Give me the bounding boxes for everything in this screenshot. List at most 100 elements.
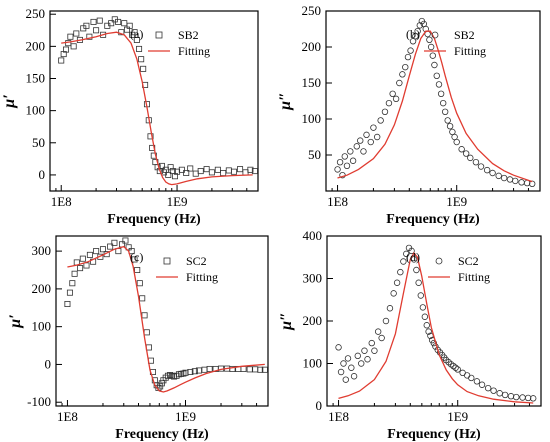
data-point [115, 248, 122, 255]
data-point [197, 168, 204, 175]
legend: SC2 Fitting [428, 254, 490, 284]
data-point [483, 166, 491, 174]
plot-area [64, 237, 268, 393]
data-point [343, 162, 351, 169]
data-point [140, 65, 147, 72]
data-point [111, 239, 118, 246]
data-point [83, 262, 90, 269]
data-point [108, 20, 115, 27]
data-point [489, 169, 496, 177]
x-axis-label: Frequency (Hz) [115, 427, 209, 442]
y-axis-label: μ′ [7, 314, 24, 328]
x-tick-label: 1E8 [328, 409, 349, 424]
data-point [519, 394, 526, 401]
data-point [382, 317, 390, 325]
data-point [125, 244, 132, 251]
legend: SC2 Fitting [156, 254, 218, 284]
data-point [126, 22, 133, 29]
data-point [397, 268, 404, 276]
data-point [336, 158, 344, 166]
y-tick-label: 150 [26, 71, 46, 86]
x-tick-label: 1E8 [51, 194, 72, 209]
data-point [178, 166, 185, 173]
y-tick-label: 100 [302, 111, 322, 126]
data-point [257, 366, 264, 373]
data-point [378, 334, 385, 342]
data-point [423, 322, 430, 329]
data-point [192, 170, 199, 177]
legend: SB2 Fitting [148, 28, 210, 58]
legend-circle-marker [435, 257, 443, 265]
data-point [183, 169, 190, 176]
y-tick-label: 0 [316, 398, 323, 413]
data-point [174, 168, 181, 175]
data-point [403, 250, 410, 258]
y-tick-label: 100 [32, 319, 52, 334]
data-point [529, 395, 537, 402]
panel-b: 1E8 1E9 50 100 150 200 250 Frequency (Hz) μ″ (b) S… [277, 3, 541, 227]
data-point [237, 166, 244, 173]
data-point [450, 362, 457, 370]
y-tick-label: 200 [32, 281, 52, 296]
y-tick-label: 200 [302, 39, 322, 54]
x-tick-label: 1E9 [175, 409, 196, 424]
data-point [370, 124, 377, 131]
data-point [467, 154, 474, 162]
data-point [261, 366, 268, 373]
data-point [385, 99, 393, 107]
data-point [187, 368, 194, 375]
data-point [363, 131, 370, 139]
legend-label: SB2 [178, 28, 199, 42]
data-point [389, 90, 396, 97]
data-point [107, 243, 114, 250]
fitting-line [61, 31, 253, 186]
data-point [360, 148, 367, 155]
data-point [393, 279, 401, 286]
data-point [150, 152, 157, 159]
y-tick-label: 0 [39, 167, 46, 182]
data-point [364, 356, 371, 363]
data-point [484, 384, 492, 392]
data-point [513, 393, 520, 401]
data-point [246, 366, 253, 373]
data-point [427, 43, 435, 51]
fitting-line [338, 251, 534, 404]
data-point [141, 312, 148, 319]
y-tick-label: 250 [302, 3, 322, 18]
data-point [86, 33, 93, 40]
legend-label: Fitting [454, 44, 486, 58]
data-point [347, 148, 354, 155]
x-axis-label: Frequency (Hz) [386, 212, 480, 227]
data-point [158, 162, 165, 169]
data-point [220, 169, 227, 176]
data-point [478, 381, 486, 388]
data-point [507, 393, 515, 400]
legend-label: Fitting [458, 270, 490, 284]
data-point [252, 366, 259, 373]
data-point [506, 176, 514, 183]
data-point [496, 390, 503, 397]
data-point [208, 169, 215, 176]
data-point [171, 173, 178, 180]
data-point [180, 370, 187, 377]
y-tick-label: 250 [26, 6, 46, 21]
data-point [143, 329, 150, 336]
legend: SB2 Fitting [424, 28, 486, 58]
data-point [122, 237, 129, 244]
data-point [225, 167, 232, 174]
data-point [437, 90, 445, 97]
data-point [408, 247, 415, 255]
data-point [458, 146, 465, 153]
legend-label: SB2 [454, 28, 475, 42]
data-point [71, 270, 78, 277]
panel-label: (a) [130, 27, 143, 41]
data-point [373, 133, 381, 141]
data-point [472, 158, 480, 166]
data-point [93, 248, 100, 255]
data-point [134, 266, 141, 273]
data-point [83, 22, 90, 29]
y-tick-label: 300 [303, 271, 323, 286]
y-tick-label: 50 [32, 135, 45, 150]
data-point [63, 46, 70, 53]
data-point [342, 376, 349, 383]
